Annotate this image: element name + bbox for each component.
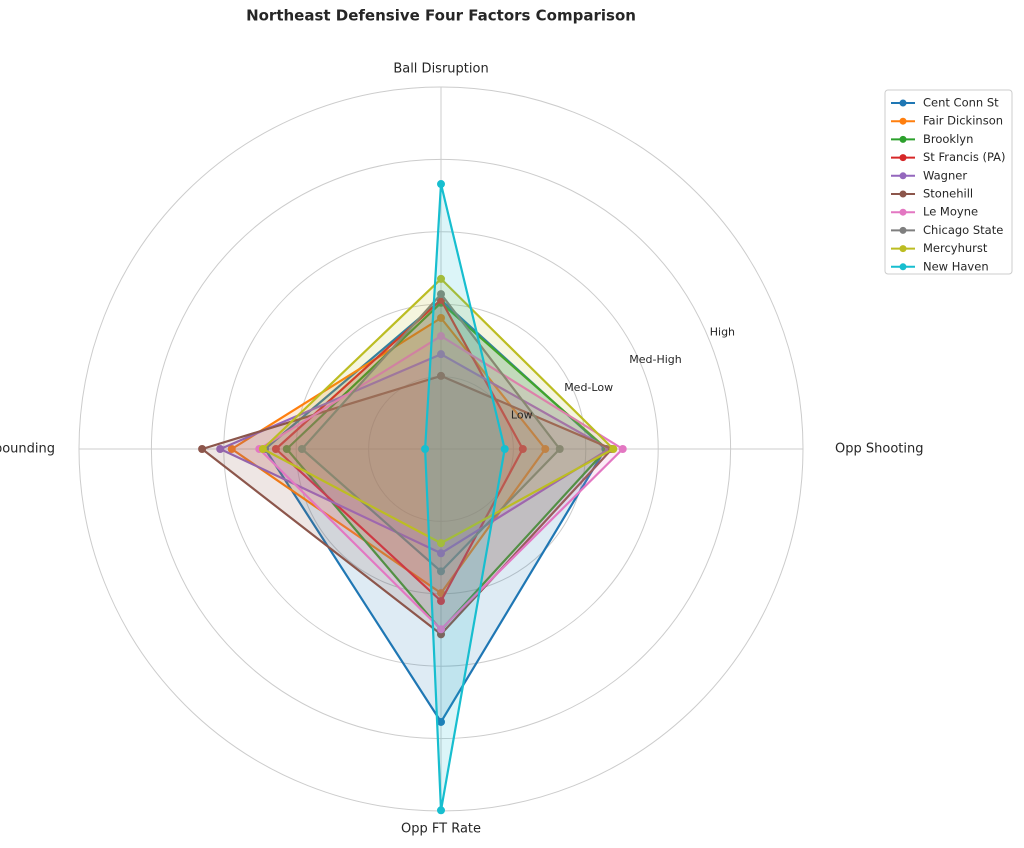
- legend-label: Chicago State: [923, 223, 1003, 237]
- legend-label: Wagner: [923, 168, 967, 182]
- point: [282, 445, 291, 453]
- legend: Cent Conn St Fair Dickinson Brooklyn St Fra…: [891, 96, 1006, 273]
- legend-label: Fair Dickinson: [923, 114, 1003, 128]
- legend-label: Le Moyne: [923, 205, 978, 219]
- point: [437, 350, 445, 359]
- point: [437, 180, 445, 189]
- legend-marker: [899, 245, 907, 253]
- legend-marker: [899, 263, 907, 271]
- point: [541, 445, 550, 453]
- legend-label: Cent Conn St: [923, 96, 999, 110]
- point: [421, 445, 430, 453]
- legend-marker: [899, 135, 907, 143]
- legend-box: [884, 89, 1013, 275]
- axis-label: Opp FT Rate: [401, 822, 481, 837]
- axis-label: Ball Disruption: [393, 62, 488, 77]
- point: [271, 445, 280, 453]
- point: [437, 597, 445, 606]
- legend-marker: [899, 172, 907, 180]
- legend-marker: [899, 226, 907, 234]
- point: [216, 445, 225, 453]
- point: [437, 539, 445, 548]
- r-tick-label: High: [710, 325, 735, 338]
- r-tick-label: Low: [511, 409, 533, 422]
- point: [437, 313, 445, 322]
- axis-label: Def Rebounding: [0, 442, 55, 457]
- point: [437, 290, 445, 299]
- point: [437, 625, 445, 634]
- point: [437, 806, 445, 815]
- axis-label: Opp Shooting: [835, 442, 923, 457]
- legend-marker: [899, 190, 907, 198]
- legend-marker: [899, 154, 907, 162]
- r-tick-label: Med-High: [629, 353, 682, 366]
- chart-title: Northeast Defensive Four Factors Compari…: [246, 7, 636, 25]
- point: [258, 445, 267, 453]
- point: [198, 445, 207, 453]
- point: [437, 567, 445, 576]
- series-area: [424, 182, 506, 812]
- point: [297, 445, 306, 453]
- legend-label: Brooklyn: [923, 132, 973, 146]
- legend-marker: [899, 117, 907, 125]
- point: [518, 445, 527, 453]
- point: [437, 371, 445, 380]
- point: [500, 445, 509, 453]
- point: [609, 445, 618, 453]
- point: [555, 445, 564, 453]
- point: [437, 274, 445, 283]
- legend-label: New Haven: [923, 259, 989, 273]
- legend-marker: [899, 99, 907, 107]
- point: [437, 717, 445, 726]
- legend-label: Stonehill: [923, 187, 973, 201]
- legend-label: Mercyhurst: [923, 241, 988, 255]
- legend-marker: [899, 208, 907, 216]
- point: [618, 445, 627, 453]
- r-tick-label: Med-Low: [564, 381, 613, 394]
- point: [227, 445, 236, 453]
- point: [437, 332, 445, 341]
- point: [437, 549, 445, 558]
- legend-label: St Francis (PA): [923, 150, 1006, 164]
- plot: [198, 180, 627, 815]
